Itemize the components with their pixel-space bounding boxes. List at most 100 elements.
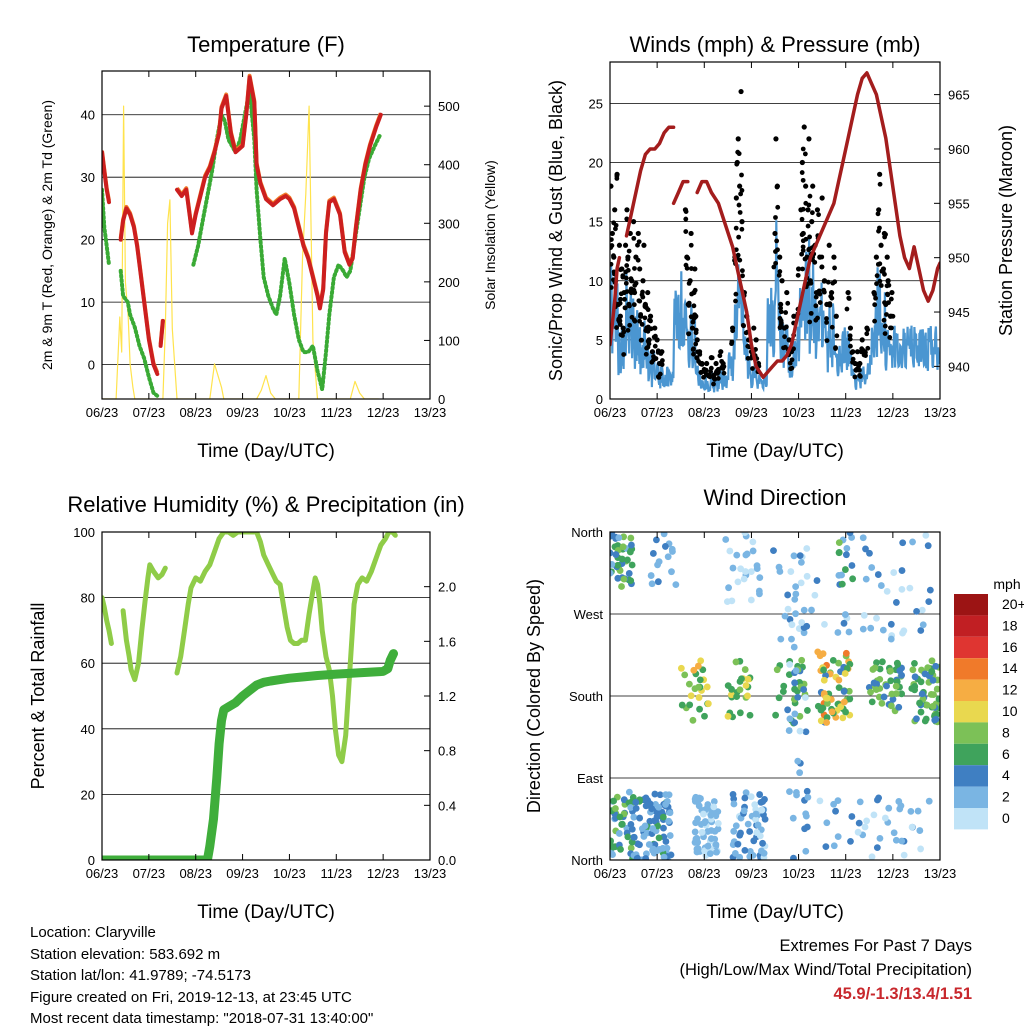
direction-point (798, 656, 806, 664)
humidity-xtick-label: 07/23 (133, 866, 166, 881)
gust-point (632, 266, 637, 271)
direction-point (876, 834, 884, 842)
gust-point (628, 276, 634, 282)
gust-point (803, 183, 809, 189)
speed-legend-swatch (954, 743, 988, 766)
direction-point (841, 566, 849, 573)
gust-point (775, 183, 780, 189)
humidity-ytick-label: 60 (81, 656, 95, 671)
direction-point (834, 833, 842, 841)
direction-point (842, 649, 850, 657)
gust-point (626, 248, 632, 254)
direction-point (756, 574, 764, 582)
direction-point (840, 619, 848, 627)
gust-point (795, 272, 801, 278)
direction-point (726, 547, 734, 555)
gust-point (631, 235, 637, 241)
gust-point (635, 257, 641, 263)
direction-point (694, 662, 702, 670)
direction-point (630, 833, 638, 841)
direction-ytick-label: East (577, 771, 603, 786)
direction-point (837, 703, 845, 711)
gust-point (645, 328, 651, 334)
direction-point (848, 813, 856, 820)
gust-point (689, 325, 696, 331)
direction-point (710, 798, 718, 805)
speed-legend-label: 0 (1002, 810, 1010, 826)
direction-point (761, 815, 769, 823)
direction-point (620, 575, 628, 583)
direction-data (610, 532, 940, 860)
winds-title: Winds (mph) & Pressure (mb) (630, 32, 921, 57)
direction-point (732, 822, 740, 830)
direction-point (732, 658, 740, 666)
gust-point (694, 337, 700, 343)
direction-point (856, 798, 864, 806)
direction-point (867, 688, 874, 696)
direction-point (691, 839, 699, 846)
direction-point (819, 650, 827, 658)
direction-point (835, 676, 843, 684)
direction-point (610, 797, 617, 805)
gust-point (816, 212, 821, 218)
dewpoint-line-1 (118, 268, 160, 398)
speed-legend-label: 12 (1002, 682, 1018, 698)
direction-point (655, 558, 663, 566)
humidity-ytick-right-label: 1.2 (438, 689, 456, 704)
direction-point (775, 694, 783, 702)
direction-point (919, 621, 927, 629)
gust-point (658, 351, 664, 356)
direction-point (800, 629, 808, 637)
humidity-frame (101, 531, 431, 861)
direction-point (794, 693, 802, 701)
gust-point (881, 317, 887, 323)
gust-point (833, 346, 838, 351)
pressure-line-0 (610, 255, 622, 347)
direction-point (642, 794, 650, 802)
winds-xtick-label: 09/23 (735, 405, 768, 420)
direction-point (618, 820, 626, 828)
gust-point (876, 228, 881, 234)
gust-point (614, 173, 620, 179)
direction-point (838, 580, 846, 588)
gust-point (685, 255, 691, 261)
gust-point (720, 366, 726, 371)
direction-point (618, 583, 625, 590)
gust-point (645, 344, 651, 350)
winds-ytick-label: 0 (596, 392, 603, 407)
dewpoint-line-0 (102, 187, 111, 267)
direction-point (704, 801, 712, 808)
gust-point (800, 244, 806, 250)
direction-point (817, 706, 825, 714)
gust-point (848, 343, 853, 349)
direction-point (868, 853, 876, 860)
direction-point (917, 678, 925, 686)
gust-point (708, 369, 713, 374)
direction-point (793, 791, 800, 799)
gust-point (809, 219, 815, 225)
direction-point (615, 534, 623, 542)
direction-point (794, 757, 802, 765)
direction-point (632, 798, 640, 806)
gust-point (824, 316, 829, 321)
direction-point (753, 829, 761, 836)
gust-point (637, 266, 643, 272)
gust-point (622, 305, 628, 311)
direction-point (925, 797, 933, 805)
direction-point (887, 667, 894, 675)
direction-point (911, 673, 919, 681)
gust-point (647, 313, 654, 319)
direction-point (654, 578, 662, 586)
direction-point (792, 583, 800, 591)
speed-legend-label: 6 (1002, 746, 1010, 762)
direction-point (800, 686, 808, 693)
gust-point (610, 261, 614, 267)
temperature-xtick-label: 10/23 (273, 405, 306, 420)
direction-ytick-label: South (569, 689, 603, 704)
gust-point (812, 259, 818, 265)
gust-point (635, 242, 640, 248)
gust-point (717, 353, 723, 359)
humidity-ytick-label: 20 (81, 787, 95, 802)
gust-point (817, 291, 823, 297)
gust-point (875, 211, 881, 217)
